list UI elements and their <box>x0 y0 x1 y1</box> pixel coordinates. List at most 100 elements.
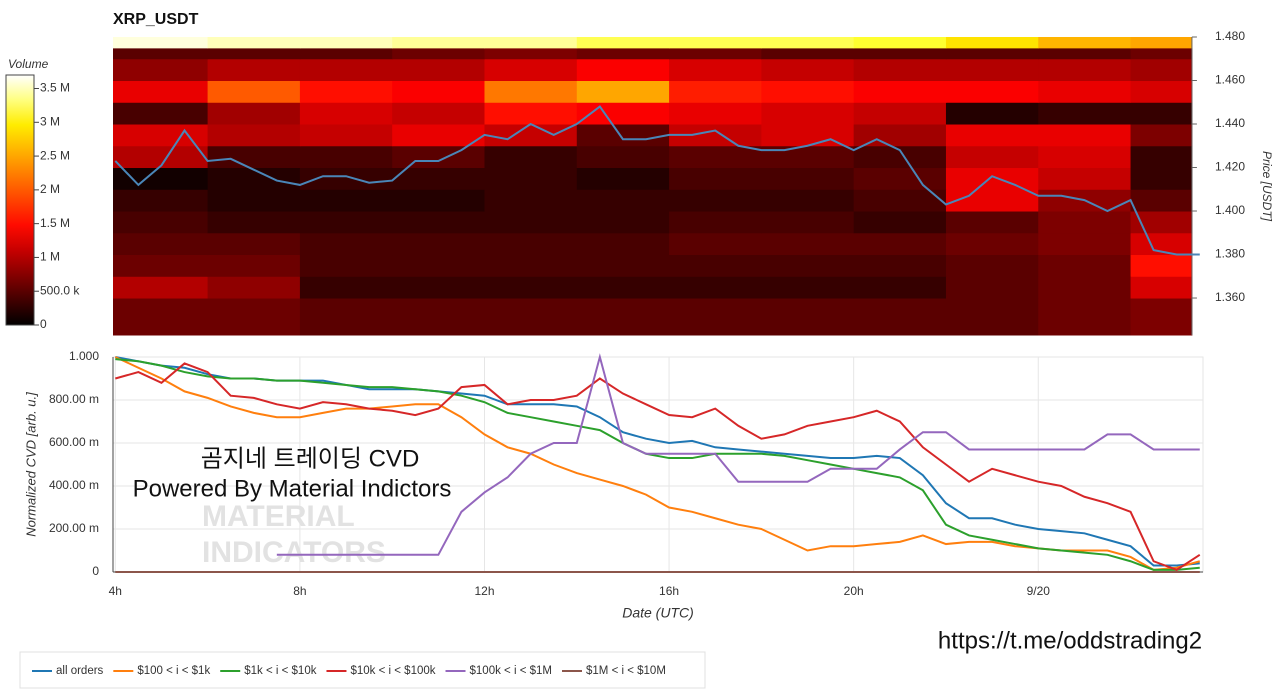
heat-cell <box>1038 80 1132 103</box>
cvd-line <box>114 356 1201 571</box>
price-line <box>114 105 1200 256</box>
heat-cell <box>113 102 209 125</box>
heat-cell <box>392 80 485 103</box>
heat-cell <box>299 276 393 299</box>
y-tick-label: 800.00 m <box>49 392 99 406</box>
heat-cell <box>576 47 670 60</box>
heat-cell <box>945 58 1039 82</box>
heat-cell <box>484 167 578 190</box>
heat-cell <box>761 211 855 234</box>
heat-cell <box>669 189 762 212</box>
heat-cell <box>484 232 578 256</box>
heat-cell <box>1130 189 1193 212</box>
colorbar-tick-label: 3.5 M <box>40 81 70 95</box>
heat-cell <box>299 80 393 103</box>
heat-cell <box>945 254 1039 277</box>
legend-box <box>19 651 706 689</box>
heat-cell <box>484 254 578 277</box>
heat-cell <box>1038 254 1132 277</box>
heat-cell <box>392 189 485 212</box>
heat-cell <box>761 254 855 277</box>
heat-cell <box>1038 47 1132 60</box>
heat-cell <box>299 124 393 147</box>
heat-cell <box>1038 58 1132 82</box>
heat-cell <box>299 254 393 277</box>
heat-cell <box>484 58 578 82</box>
heat-cell <box>945 37 1039 49</box>
heat-cell <box>576 124 670 147</box>
heat-cell <box>669 254 762 277</box>
heat-cell <box>576 37 670 49</box>
colorbar-tick-label: 0 <box>40 317 47 331</box>
heat-cell <box>576 254 670 277</box>
heat-cell <box>299 211 393 234</box>
heat-cell <box>1130 80 1193 103</box>
heat-cell <box>1130 167 1193 190</box>
heat-cell <box>576 298 670 336</box>
heat-cell <box>761 189 855 212</box>
heat-cell <box>207 37 301 49</box>
heat-cell <box>945 80 1039 103</box>
cvd-line <box>115 358 1200 571</box>
heat-cell <box>761 37 855 49</box>
heat-cell <box>392 58 485 82</box>
heat-cell <box>1038 102 1132 125</box>
heat-cell <box>113 232 209 256</box>
heat-cell <box>1130 298 1193 336</box>
heat-cell <box>576 232 670 256</box>
y-tick-label: 0 <box>92 564 99 578</box>
heat-cell <box>1038 167 1132 190</box>
heat-cell <box>299 167 393 190</box>
annotation: 곰지네 트레이딩 CVD <box>201 445 420 472</box>
heat-cell <box>392 254 485 277</box>
heat-cell <box>207 80 301 103</box>
heat-cell <box>761 102 855 125</box>
colorbar-tick-label: 2 M <box>40 182 60 196</box>
heat-cell <box>392 47 485 60</box>
heat-cell <box>945 102 1039 125</box>
heat-cell <box>1130 232 1193 256</box>
heat-cell <box>669 37 762 49</box>
heat-cell <box>576 211 670 234</box>
heat-cell <box>853 254 947 277</box>
heat-cell <box>484 211 578 234</box>
heat-cell <box>113 298 209 336</box>
heat-cell <box>484 102 578 125</box>
heat-cell <box>853 211 947 234</box>
heat-cell <box>484 276 578 299</box>
heat-cell <box>853 102 947 125</box>
heat-cell <box>113 167 209 190</box>
colorbar-tick-label: 3 M <box>40 114 60 128</box>
heat-cell <box>113 37 209 49</box>
heat-cell <box>113 211 209 234</box>
cvd-line <box>276 353 1200 556</box>
heat-cell <box>207 232 301 256</box>
y-tick-label: 1.400 <box>1215 203 1245 217</box>
heat-cell <box>113 276 209 299</box>
x-tick-label: 20h <box>844 584 864 598</box>
x-tick-label: 12h <box>474 584 494 598</box>
colorbar-tick-label: 1.5 M <box>40 216 70 230</box>
heat-cell <box>945 167 1039 190</box>
heat-cell <box>1130 58 1193 82</box>
heat-cell <box>113 80 209 103</box>
y-axis-label: Normalized CVD [arb. u.] <box>23 392 38 537</box>
y-tick-label: 1.440 <box>1215 116 1245 130</box>
y-tick-label: 600.00 m <box>49 435 99 449</box>
heat-cell <box>853 298 947 336</box>
heat-cell <box>207 276 301 299</box>
heat-cell <box>207 189 301 212</box>
y-tick-label: 1.420 <box>1215 160 1245 174</box>
heat-cell <box>853 276 947 299</box>
heat-cell <box>1038 298 1132 336</box>
heat-cell <box>1130 254 1193 277</box>
x-tick-label: 8h <box>293 584 306 598</box>
heat-cell <box>299 37 393 49</box>
heat-cell <box>113 189 209 212</box>
legend-label: $1M < i < $10M <box>586 665 666 677</box>
heat-cell <box>853 167 947 190</box>
legend-label: $10k < i < $100k <box>350 665 435 677</box>
legend-label: all orders <box>56 665 104 677</box>
heat-cell <box>853 47 947 60</box>
